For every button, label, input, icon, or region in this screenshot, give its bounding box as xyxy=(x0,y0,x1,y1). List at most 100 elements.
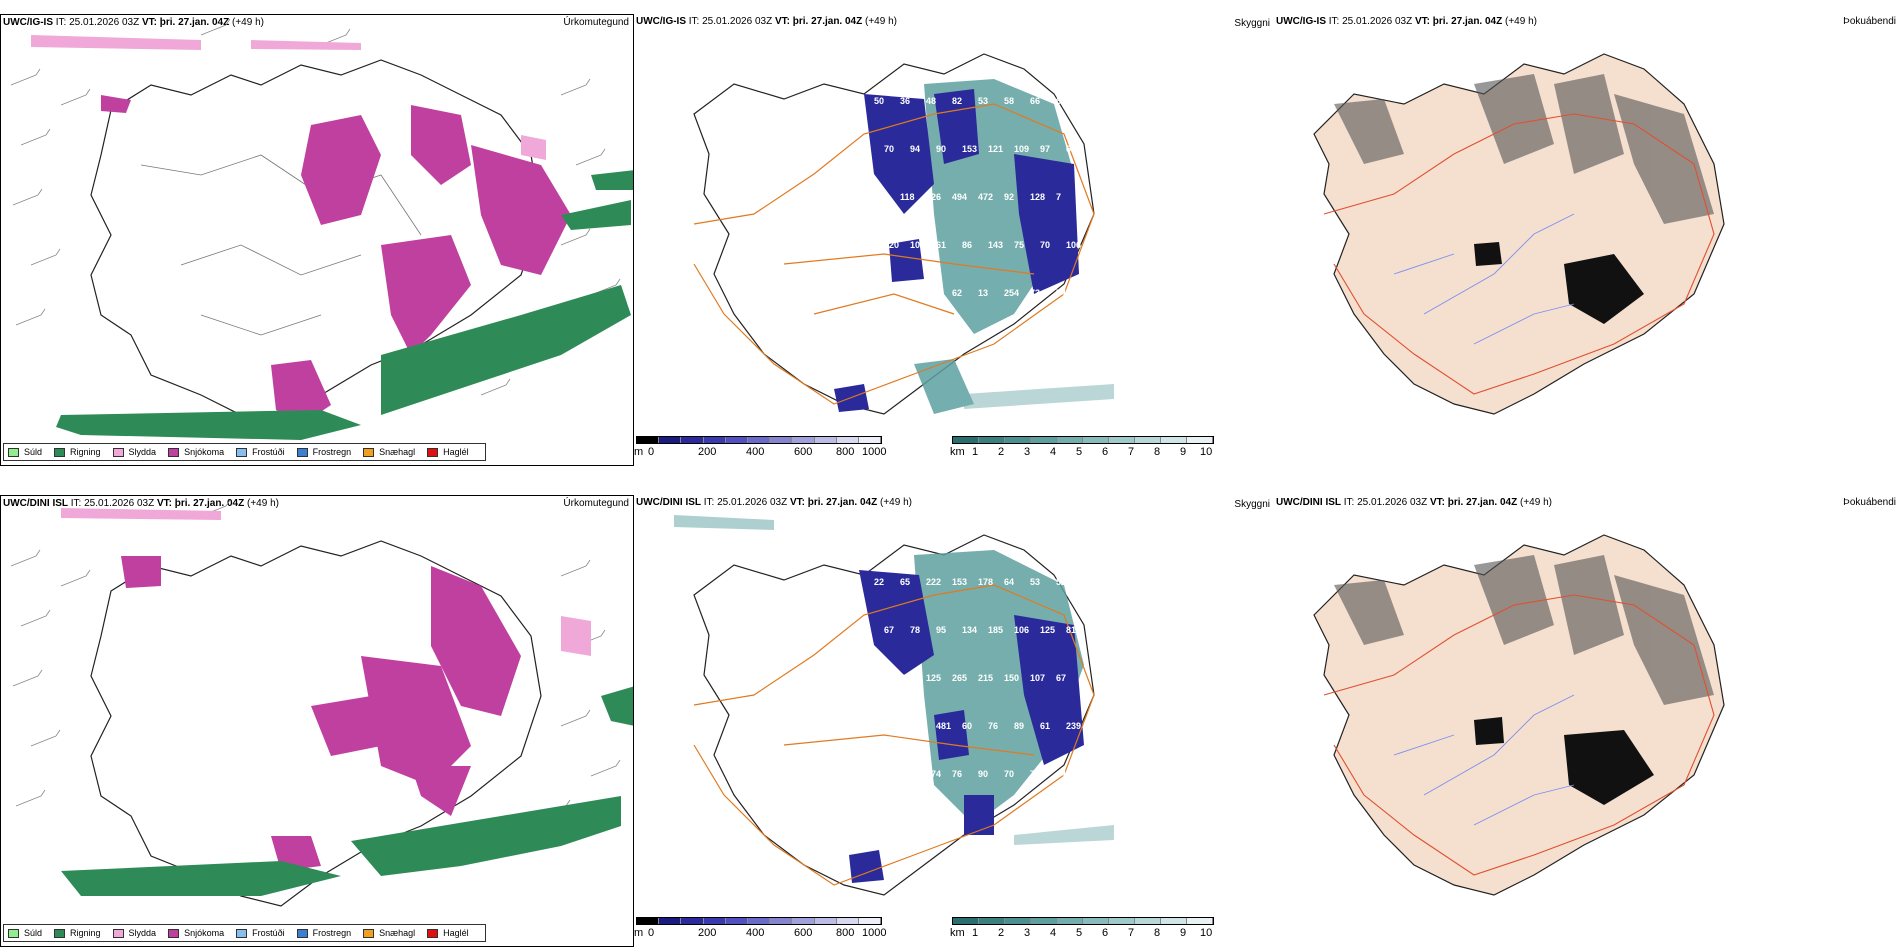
tick: 8 xyxy=(1154,927,1161,939)
visibility-value-label: 75 xyxy=(1014,240,1024,250)
visibility-value-label: 82 xyxy=(952,96,962,106)
visibility-value-label: 56 xyxy=(926,288,936,298)
visibility-value-label: 78 xyxy=(910,625,920,635)
precip-map-svg xyxy=(10,499,633,907)
panel-header: UWC/IG-IS IT: 25.01.2026 03Z VT: þri. 27… xyxy=(3,17,264,28)
sleet-swatch xyxy=(112,928,124,938)
visibility-value-label: 13 xyxy=(978,288,988,298)
visibility-value-label: 472 xyxy=(978,192,993,202)
visibility-value-label: 92 xyxy=(1004,192,1014,202)
tick: 400 xyxy=(746,927,765,939)
visibility-value-label: 121 xyxy=(988,144,1003,154)
tick: 8 xyxy=(1154,446,1161,458)
visibility-low-areas xyxy=(834,89,1079,412)
visibility-value-label: 106 xyxy=(1014,625,1029,635)
tick: 9 xyxy=(1180,446,1187,458)
visibility-value-label: 97 xyxy=(1040,144,1050,154)
panel-header: UWC/IG-IS IT: 25.01.2026 03Z VT: þri. 27… xyxy=(636,16,897,27)
visibility-value-label: 53 xyxy=(978,96,988,106)
snow-pellets-swatch xyxy=(363,447,375,457)
precip-legend: Súld Rigning Slydda Snjókoma Frostúði Fr… xyxy=(3,443,486,461)
tick: 800 xyxy=(836,927,855,939)
snow-areas xyxy=(101,95,571,425)
tick: 10 xyxy=(1200,446,1213,458)
tick: 800 xyxy=(836,446,855,458)
fog-map-svg xyxy=(1313,534,1725,896)
visibility-value-label: 114 xyxy=(874,769,889,779)
legend-item-sleet: Slydda xyxy=(112,447,156,457)
visibility-value-label: 52 xyxy=(1056,577,1066,587)
legend-item-snow: Snjókoma xyxy=(168,447,224,457)
visibility-value-label: 65 xyxy=(874,288,884,298)
tick: 5 xyxy=(1076,446,1083,458)
snow-areas xyxy=(121,556,521,871)
legend-item-freezing-rain: Frostregn xyxy=(296,447,351,457)
visibility-value-label: 65 xyxy=(900,577,910,587)
visibility-value-label: 89 xyxy=(1014,721,1024,731)
visibility-value-label: 106 xyxy=(1066,240,1081,250)
visibility-value-label: 178 xyxy=(978,577,993,587)
panel-header: UWC/DINI ISL IT: 25.01.2026 03Z VT: þri.… xyxy=(636,497,912,508)
panel-header: UWC/DINI ISL IT: 25.01.2026 03Z VT: þri.… xyxy=(1276,497,1552,508)
panel-title: Úrkomutegund xyxy=(563,498,629,509)
visibility-value-label: 118 xyxy=(884,336,899,346)
visibility-value-label: 63 xyxy=(1066,144,1076,154)
panel-title: Þokuábendi xyxy=(1843,16,1896,27)
legend-item-sleet: Slydda xyxy=(112,928,156,938)
visibility-low-areas xyxy=(849,570,1084,883)
panel-title: Úrkomutegund xyxy=(563,17,629,28)
tick: 200 xyxy=(698,927,717,939)
hail-swatch xyxy=(427,447,439,457)
colorbar-meters-swatches xyxy=(636,436,882,444)
visibility-value-label: 134 xyxy=(962,625,977,635)
visibility-value-label: 90 xyxy=(978,769,988,779)
visibility-value-label: 95 xyxy=(936,625,946,635)
visibility-value-label: 36 xyxy=(900,96,910,106)
tick: 6 xyxy=(1102,446,1109,458)
visibility-value-label: 70 xyxy=(1004,769,1014,779)
river-network xyxy=(1393,694,1575,826)
visibility-value-label: 54 xyxy=(900,769,910,779)
legend-item-freezing-drizzle: Frostúði xyxy=(236,447,285,457)
road-network xyxy=(693,103,1095,405)
visibility-value-label: 58 xyxy=(1004,96,1014,106)
freezing-drizzle-swatch xyxy=(236,447,248,457)
legend-item-drizzle: Súld xyxy=(8,928,42,938)
visibility-value-label: 70 xyxy=(1040,240,1050,250)
freezing-rain-swatch xyxy=(296,928,308,938)
visibility-value-label: 150 xyxy=(1004,673,1019,683)
tick: 7 xyxy=(1128,927,1135,939)
visibility-value-label: 128 xyxy=(1030,192,1045,202)
snow-pellets-swatch xyxy=(363,928,375,938)
visibility-value-label: 44 xyxy=(1056,769,1066,779)
rain-areas xyxy=(61,686,633,896)
colorbar-meters-swatches xyxy=(636,917,882,925)
tick: 5 xyxy=(1076,927,1083,939)
visibility-map-panel-1: UWC/IG-IS IT: 25.01.2026 03Z VT: þri. 27… xyxy=(634,14,1274,466)
drizzle-swatch xyxy=(8,928,19,938)
visibility-value-label: 76 xyxy=(988,721,998,731)
visibility-value-label: 254 xyxy=(1004,288,1019,298)
colorbar-unit: km xyxy=(950,446,965,458)
hail-swatch xyxy=(427,928,439,938)
visibility-value-label: 94 xyxy=(910,144,920,154)
visibility-value-label: 50 xyxy=(874,96,884,106)
tick: 6 xyxy=(1102,927,1109,939)
visibility-value-label: 73 xyxy=(1030,288,1040,298)
legend-item-rain: Rigning xyxy=(54,928,101,938)
visibility-value-label: 7 xyxy=(1056,192,1061,202)
tick: 9 xyxy=(1180,927,1187,939)
visibility-value-label: 110 xyxy=(910,336,925,346)
legend-item-hail: Haglél xyxy=(427,928,469,938)
colorbar-meters: m 0 200 400 600 800 1000 xyxy=(634,436,886,466)
panel-title: Þokuábendi xyxy=(1843,497,1896,508)
visibility-value-label: 107 xyxy=(1030,673,1045,683)
visibility-value-label: 48 xyxy=(926,96,936,106)
visibility-value-label: 103 xyxy=(874,673,889,683)
panel-title: Skyggni xyxy=(1234,499,1270,510)
legend-item-hail: Haglél xyxy=(427,447,469,457)
precip-map-svg xyxy=(10,18,633,440)
visibility-value-label: 108 xyxy=(910,240,925,250)
tick: 4 xyxy=(1050,446,1057,458)
river-network xyxy=(1393,213,1575,345)
